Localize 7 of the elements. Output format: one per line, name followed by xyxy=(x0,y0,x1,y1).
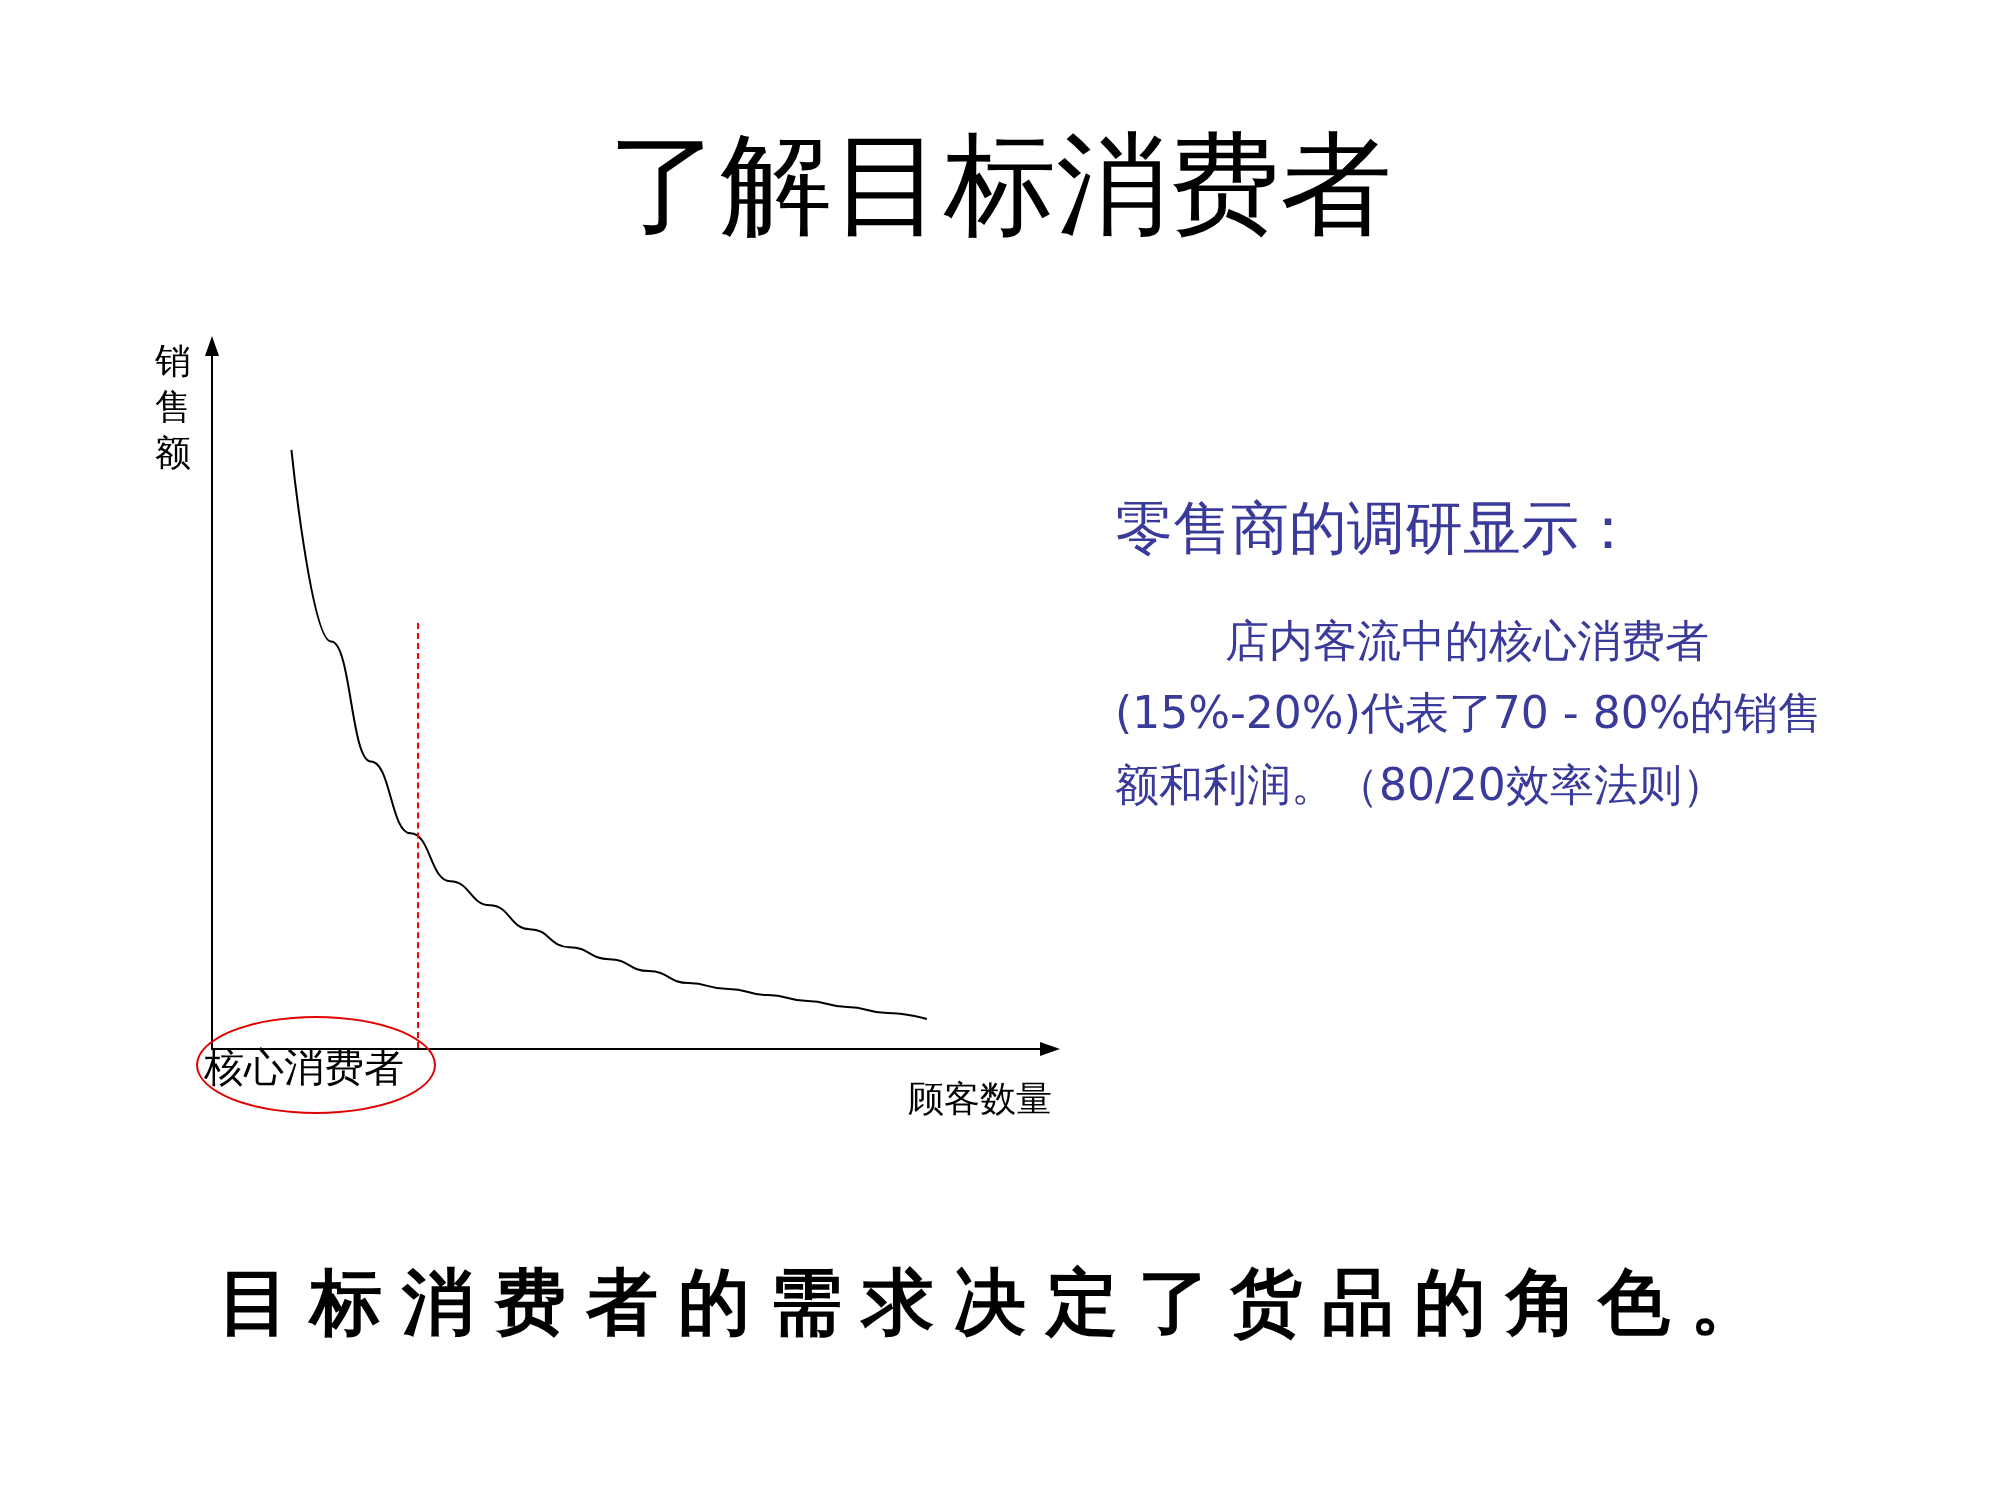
text: 目标消费者的需求决定了货品的角色。 xyxy=(217,1258,1783,1346)
x-axis-title: 顾客数量 xyxy=(908,1077,1052,1121)
y-axis-title: 销售额 xyxy=(155,339,192,475)
text: 零售商的调研显示： xyxy=(1115,493,1637,564)
chart-title: 了解目标消费者 xyxy=(607,118,1393,251)
annotation: 核心消费者 xyxy=(204,1043,404,1092)
text: 店内客流中的核心消费者(15%-20%)代表了70 - 80%的销售额和利润。（80/20效率法则） xyxy=(1115,614,1824,812)
